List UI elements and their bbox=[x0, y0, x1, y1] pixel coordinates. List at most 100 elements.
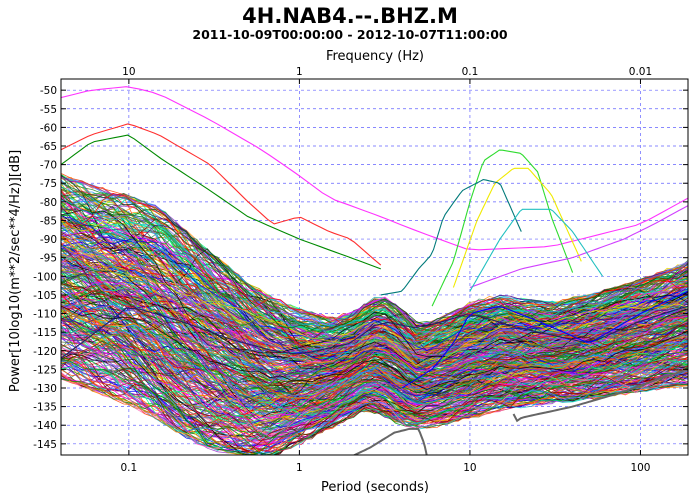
top-tick-label: 10 bbox=[122, 66, 135, 78]
y-tick-label: -65 bbox=[40, 141, 57, 153]
psd-curve bbox=[61, 351, 688, 455]
psd-outlier-curve bbox=[61, 305, 688, 359]
chart-subtitle: 2011-10-09T00:00:00 - 2012-10-07T11:00:0… bbox=[192, 27, 508, 42]
psd-curve bbox=[61, 286, 688, 402]
psd-curve bbox=[61, 199, 688, 334]
top-tick-label: 0.01 bbox=[629, 66, 652, 78]
psd-curve bbox=[61, 194, 688, 343]
y-tick-label: -120 bbox=[33, 346, 57, 358]
psd-curve bbox=[61, 256, 688, 370]
psd-curve bbox=[61, 273, 688, 413]
psd-outlier-curve bbox=[61, 123, 382, 266]
y-tick-label: -80 bbox=[40, 197, 57, 209]
psd-curve-band bbox=[61, 173, 688, 455]
psd-curve bbox=[61, 371, 688, 444]
psd-curve bbox=[61, 176, 688, 328]
y-axis-label: Power[10log10(m**2/sec**4/Hz)][dB] bbox=[8, 150, 23, 392]
y-tick-label: -135 bbox=[33, 402, 57, 414]
top-axis-label: Frequency (Hz) bbox=[326, 49, 424, 64]
y-tick-label: -75 bbox=[40, 178, 57, 190]
psd-curve bbox=[61, 236, 688, 367]
psd-curve bbox=[61, 193, 688, 346]
psd-curve bbox=[61, 198, 688, 331]
y-tick-label: -115 bbox=[33, 327, 57, 339]
psd-curve bbox=[61, 333, 688, 451]
psd-curve bbox=[61, 270, 688, 398]
y-tick-label: -100 bbox=[33, 271, 57, 283]
psd-outlier-curve bbox=[452, 167, 582, 288]
psd-outlier-curves bbox=[61, 86, 688, 455]
psd-curve bbox=[61, 195, 688, 358]
psd-outlier-curve bbox=[61, 134, 381, 270]
psd-curve bbox=[61, 332, 688, 444]
psd-curve bbox=[61, 290, 688, 395]
psd-outlier-curve bbox=[352, 427, 428, 455]
psd-curve bbox=[61, 298, 688, 410]
psd-curve bbox=[61, 190, 688, 348]
x-tick-label: 0.1 bbox=[121, 462, 138, 474]
psd-curve bbox=[61, 358, 688, 439]
psd-curve bbox=[61, 317, 688, 452]
psd-outlier-curve bbox=[401, 290, 688, 389]
x-axis-label: Period (seconds) bbox=[321, 480, 429, 495]
y-tick-label: -70 bbox=[40, 160, 57, 172]
y-tick-label: -90 bbox=[40, 234, 57, 246]
psd-curve bbox=[61, 245, 688, 384]
psd-curve bbox=[61, 338, 688, 421]
psd-curve bbox=[61, 308, 688, 375]
y-tick-label: -85 bbox=[40, 215, 57, 227]
top-tick-label: 1 bbox=[296, 66, 303, 78]
y-tick-label: -140 bbox=[33, 420, 57, 432]
y-tick-label: -125 bbox=[33, 364, 57, 376]
psd-curve bbox=[61, 215, 688, 348]
x-tick-label: 10 bbox=[463, 462, 476, 474]
psd-curve bbox=[61, 320, 688, 419]
psd-curve bbox=[61, 253, 688, 385]
y-tick-label: -50 bbox=[40, 85, 57, 97]
psd-curve bbox=[61, 304, 688, 397]
y-tick-label: -95 bbox=[40, 253, 57, 265]
x-tick-label: 100 bbox=[630, 462, 650, 474]
psd-outlier-curve bbox=[512, 368, 688, 423]
axis-ticks: 0.1 1 10 100 10 1 0.1 0.01 -50 -55 -60 -65 -70 -75 -80… bbox=[33, 66, 688, 474]
chart-title: 4H.NAB4.--.BHZ.M bbox=[242, 4, 458, 28]
psd-curve bbox=[61, 275, 688, 387]
psd-curve bbox=[61, 198, 688, 338]
y-tick-label: -60 bbox=[40, 122, 57, 134]
psd-curve bbox=[61, 290, 688, 411]
psd-outlier-curve bbox=[469, 208, 604, 292]
psd-outlier-curve bbox=[431, 149, 574, 307]
psd-curve bbox=[61, 230, 688, 360]
psd-outlier-curve bbox=[380, 179, 522, 296]
psd-curve bbox=[61, 283, 688, 386]
y-tick-label: -110 bbox=[33, 309, 57, 321]
psd-curve bbox=[61, 205, 688, 351]
psd-curve bbox=[61, 360, 688, 454]
y-tick-label: -130 bbox=[33, 383, 57, 395]
y-tick-label: -55 bbox=[40, 104, 57, 116]
psd-curve bbox=[61, 257, 688, 411]
psd-curve bbox=[61, 349, 688, 451]
psd-curve bbox=[61, 209, 688, 360]
psd-outlier-curve bbox=[469, 205, 688, 289]
psd-curve bbox=[61, 346, 688, 450]
psd-curve bbox=[61, 326, 688, 455]
x-tick-label: 1 bbox=[296, 462, 303, 474]
psd-curve bbox=[61, 281, 688, 418]
psd-curve bbox=[61, 245, 688, 368]
psd-curve bbox=[61, 280, 688, 411]
y-tick-label: -145 bbox=[33, 439, 57, 451]
psd-curve bbox=[61, 309, 688, 406]
psd-curve bbox=[61, 252, 688, 374]
top-tick-label: 0.1 bbox=[462, 66, 479, 78]
psd-curve bbox=[61, 327, 688, 455]
plot-frame bbox=[60, 78, 689, 456]
y-tick-label: -105 bbox=[33, 290, 57, 302]
psd-curve bbox=[61, 231, 688, 359]
psd-outlier-curve bbox=[61, 86, 688, 251]
psd-curve bbox=[61, 305, 688, 391]
psd-curve bbox=[61, 174, 688, 338]
psd-curve bbox=[61, 216, 688, 352]
psd-curve bbox=[61, 287, 688, 415]
